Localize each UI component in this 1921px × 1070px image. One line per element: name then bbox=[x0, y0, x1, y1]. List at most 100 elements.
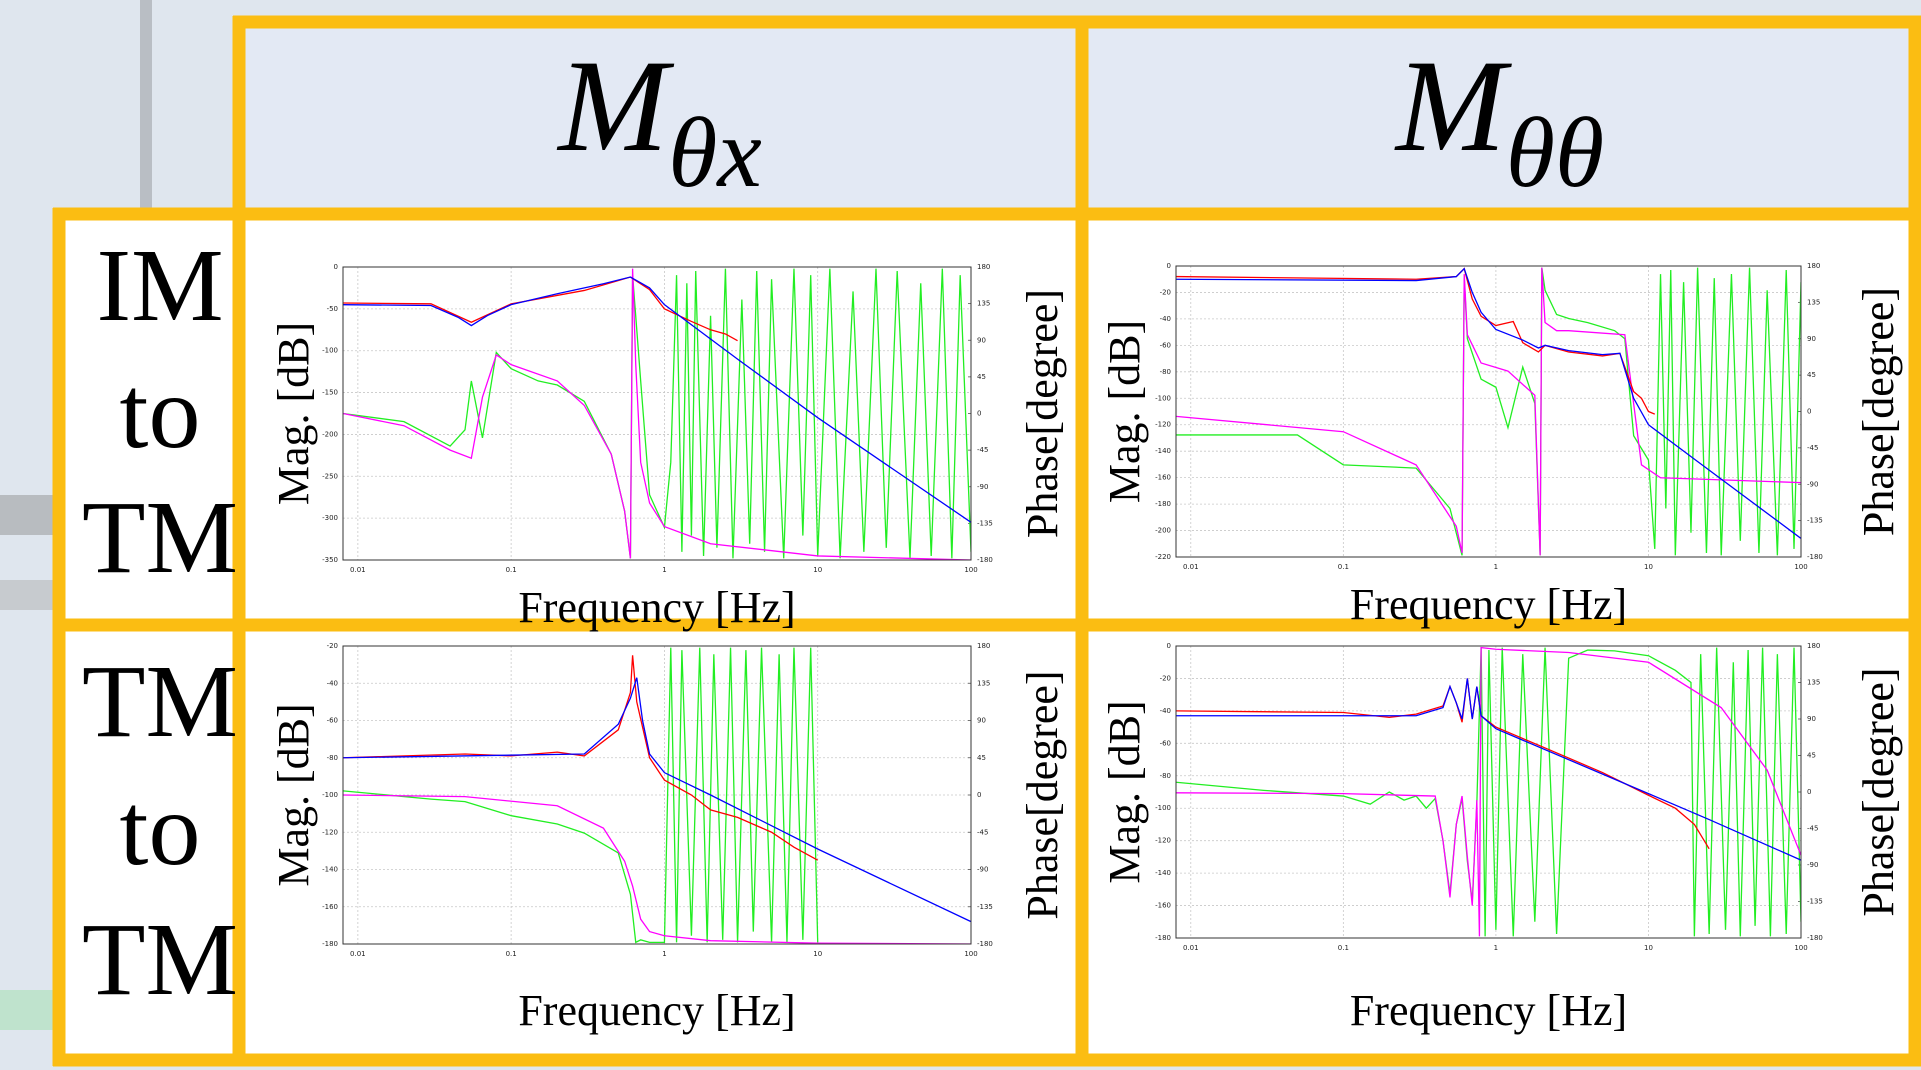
series-line bbox=[343, 276, 971, 523]
y-tick-label: -100 bbox=[322, 791, 338, 799]
y-tick-label: 0 bbox=[1167, 262, 1171, 270]
y2-tick-label: 180 bbox=[977, 642, 990, 650]
header-symbol: M bbox=[1394, 32, 1513, 179]
x-tick-label: 100 bbox=[964, 950, 977, 958]
y-tick-label: -20 bbox=[1160, 674, 1171, 682]
x-tick-label: 100 bbox=[1794, 563, 1807, 571]
y2-tick-label: 0 bbox=[977, 410, 981, 418]
series-line bbox=[1176, 267, 1801, 540]
x-tick-label: 0.1 bbox=[1338, 944, 1349, 952]
y-axis-label: Mag. [dB] bbox=[269, 703, 318, 886]
y-tick-label: -40 bbox=[1160, 315, 1171, 323]
y-tick-label: -140 bbox=[1155, 869, 1171, 877]
y2-tick-label: 0 bbox=[1807, 788, 1811, 796]
decor bbox=[0, 990, 60, 1030]
x-axis-label: Frequency [Hz] bbox=[1350, 986, 1627, 1035]
y-tick-label: -160 bbox=[322, 903, 338, 911]
y2-tick-label: 0 bbox=[1807, 408, 1811, 416]
y2-tick-label: -90 bbox=[977, 866, 988, 874]
y2-tick-label: -90 bbox=[1807, 480, 1818, 488]
column-header: Mθx bbox=[556, 32, 761, 208]
plot-area bbox=[343, 267, 971, 560]
x-tick-label: 10 bbox=[1644, 563, 1653, 571]
series-line bbox=[343, 268, 971, 559]
series-line bbox=[1176, 678, 1801, 861]
y-tick-label: -80 bbox=[1160, 368, 1171, 376]
x-tick-label: 0.1 bbox=[1338, 563, 1349, 571]
x-tick-label: 1 bbox=[1494, 563, 1498, 571]
y-tick-label: -100 bbox=[322, 347, 338, 355]
y-tick-label: -140 bbox=[322, 866, 338, 874]
table-grid bbox=[52, 15, 1921, 1067]
y-tick-label: 0 bbox=[1167, 642, 1171, 650]
y2-axis-label: Phase[degree] bbox=[1854, 287, 1903, 536]
x-tick-label: 0.01 bbox=[1183, 563, 1199, 571]
y2-tick-label: 180 bbox=[977, 263, 990, 271]
y-axis-label: Mag. [dB] bbox=[1100, 320, 1149, 503]
y2-tick-label: 135 bbox=[1807, 298, 1820, 306]
x-tick-label: 0.01 bbox=[1183, 944, 1199, 952]
y2-tick-label: -90 bbox=[1807, 861, 1818, 869]
y2-tick-label: 135 bbox=[977, 300, 990, 308]
y-tick-label: -160 bbox=[1155, 474, 1171, 482]
series-line bbox=[343, 268, 971, 560]
y2-tick-label: 45 bbox=[1807, 371, 1816, 379]
y2-tick-label: 180 bbox=[1807, 262, 1820, 270]
y-tick-label: -160 bbox=[1155, 902, 1171, 910]
y2-tick-label: -45 bbox=[1807, 444, 1818, 452]
y2-axis-label: Phase[degree] bbox=[1018, 670, 1067, 919]
series-group bbox=[343, 647, 971, 944]
x-tick-label: 10 bbox=[813, 566, 822, 574]
plot-frame bbox=[342, 645, 972, 945]
y-axis-label: Mag. [dB] bbox=[1100, 700, 1149, 883]
row-label-cell bbox=[59, 214, 239, 1060]
row-label: to bbox=[120, 355, 201, 470]
plot-frame bbox=[342, 266, 972, 561]
x-tick-label: 0.01 bbox=[350, 950, 366, 958]
y-tick-label: -250 bbox=[322, 472, 338, 480]
y-tick-label: 0 bbox=[334, 263, 338, 271]
x-tick-label: 0.01 bbox=[350, 566, 366, 574]
x-tick-label: 0.1 bbox=[506, 566, 517, 574]
y-tick-label: -60 bbox=[1160, 341, 1171, 349]
y-tick-label: -140 bbox=[1155, 447, 1171, 455]
y-tick-label: -150 bbox=[322, 389, 338, 397]
x-axis-label: Frequency [Hz] bbox=[518, 583, 795, 632]
decor bbox=[140, 0, 152, 210]
y-tick-label: -20 bbox=[327, 642, 338, 650]
y2-tick-label: 135 bbox=[977, 679, 990, 687]
row-label: TM bbox=[82, 480, 238, 595]
x-tick-label: 1 bbox=[662, 950, 666, 958]
y-tick-label: -120 bbox=[1155, 421, 1171, 429]
y-tick-label: -180 bbox=[1155, 500, 1171, 508]
series-line bbox=[343, 276, 738, 342]
y-tick-label: -100 bbox=[1155, 804, 1171, 812]
series-line bbox=[1176, 267, 1801, 556]
series-line bbox=[1176, 267, 1801, 556]
y-tick-label: -350 bbox=[322, 556, 338, 564]
column-header: Mθθ bbox=[1394, 32, 1604, 208]
series-line bbox=[1176, 646, 1801, 937]
y-tick-label: -100 bbox=[1155, 394, 1171, 402]
row-label: IM bbox=[96, 228, 223, 343]
y2-tick-label: -180 bbox=[977, 556, 993, 564]
y-tick-label: -120 bbox=[1155, 837, 1171, 845]
x-axis-label: Frequency [Hz] bbox=[1350, 580, 1627, 629]
x-tick-label: 10 bbox=[1644, 944, 1653, 952]
y-tick-label: -200 bbox=[1155, 527, 1171, 535]
row-label: TM bbox=[82, 644, 238, 759]
x-axis-label: Frequency [Hz] bbox=[518, 986, 795, 1035]
series-line bbox=[343, 794, 971, 944]
y-tick-label: -220 bbox=[1155, 553, 1171, 561]
x-tick-label: 0.1 bbox=[506, 950, 517, 958]
y2-tick-label: -135 bbox=[977, 519, 993, 527]
x-tick-label: 1 bbox=[1494, 944, 1498, 952]
plot-frame bbox=[1175, 645, 1802, 939]
y-tick-label: -60 bbox=[1160, 739, 1171, 747]
series-group bbox=[1176, 646, 1801, 937]
series-line bbox=[343, 655, 819, 861]
y-tick-label: -60 bbox=[327, 717, 338, 725]
y2-tick-label: 45 bbox=[977, 373, 986, 381]
x-tick-label: 10 bbox=[813, 950, 822, 958]
